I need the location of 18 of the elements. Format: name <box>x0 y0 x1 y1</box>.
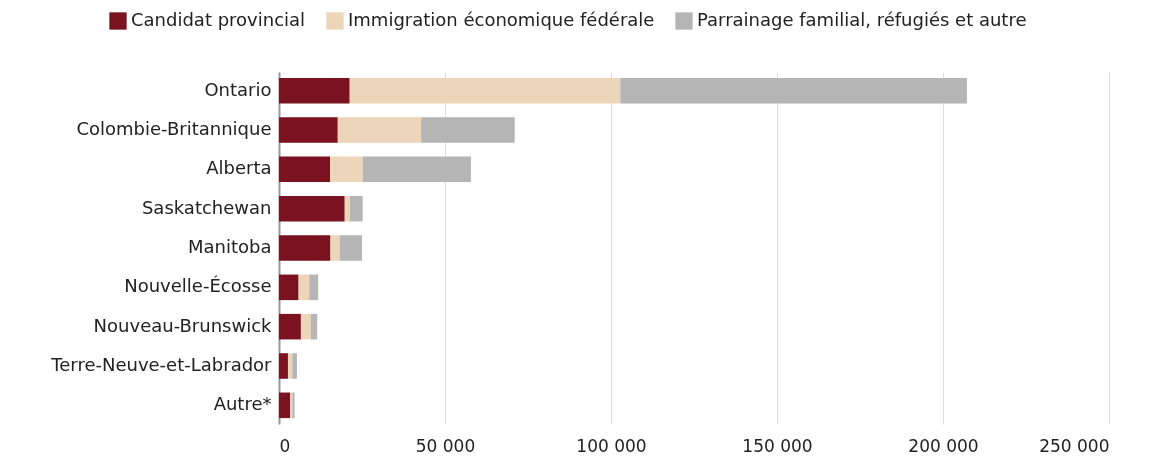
y-tick-label: Ontario <box>204 78 272 100</box>
y-tick-label: Manitoba <box>188 236 272 257</box>
y-tick-label: Alberta <box>206 157 272 179</box>
x-tick-label: 200 000 <box>908 435 979 456</box>
y-tick-label: Colombie-Britannique <box>76 118 272 140</box>
y-tick-label: Saskatchewan <box>141 196 272 218</box>
y-tick-label: Autre* <box>213 393 272 415</box>
legend-label: Parrainage familial, réfugiés et autre <box>697 9 1027 30</box>
x-tick-label: 250 000 <box>1039 435 1110 456</box>
y-tick-label: Nouvelle-Écosse <box>124 275 272 297</box>
legend-label: Immigration économique fédérale <box>348 9 655 30</box>
legend-label: Candidat provincial <box>131 9 306 30</box>
x-tick-label: 150 000 <box>742 435 813 456</box>
x-tick-label: 100 000 <box>576 435 647 456</box>
x-tick-label: 50 000 <box>415 435 476 456</box>
y-tick-label: Terre-Neuve-et-Labrador <box>50 353 273 375</box>
x-tick-label: 0 <box>279 435 291 456</box>
y-tick-label: Nouveau-Brunswick <box>93 314 273 336</box>
